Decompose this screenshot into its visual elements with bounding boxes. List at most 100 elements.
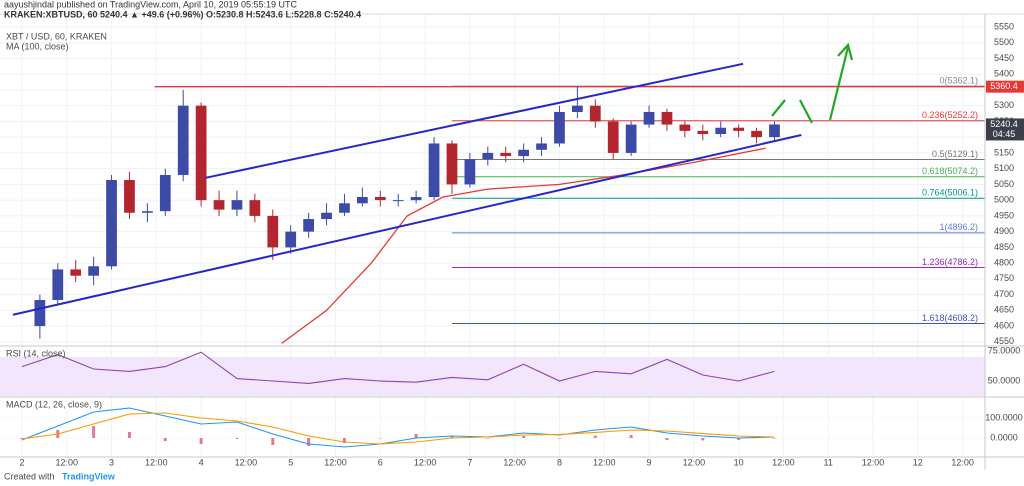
candle-body — [303, 219, 314, 232]
candle-body — [572, 105, 583, 112]
candle-body — [213, 200, 225, 210]
x-tick-label: 7 — [467, 457, 472, 467]
y-tick-label: 0.0000 — [990, 432, 1018, 442]
candle-body — [374, 197, 386, 201]
x-tick-label: 5 — [288, 457, 293, 467]
axis-layer: 4550 4600 4650 4700 4750 4800 4850 4900 4950 5000… — [19, 21, 1024, 467]
x-tick-label: 12:00 — [862, 457, 885, 467]
x-tick-label: 12:00 — [503, 457, 526, 467]
series-line — [21, 351, 775, 384]
price-tag-label: 5360.4 — [990, 81, 1018, 91]
histogram-bar — [593, 435, 597, 438]
y-tick-label: 100.0000 — [985, 412, 1023, 422]
candle-body — [697, 130, 709, 135]
histogram-bar — [92, 426, 96, 438]
last-price-tag — [986, 118, 1024, 141]
candle-body — [88, 266, 99, 276]
candle-body — [751, 130, 762, 138]
arrow-segment — [828, 46, 850, 121]
fib-label: 1.618(4608.2) — [922, 313, 978, 323]
fib-label: 1(4896.2) — [939, 222, 978, 232]
histogram-bar — [163, 438, 167, 441]
arrow-segment — [771, 99, 786, 117]
trend-line — [205, 62, 744, 179]
histogram-bar — [522, 436, 526, 438]
plot-layer: 0(5362.1) 0.236(5252.2) 0.5(5129.1) 0.618(5… — [0, 62, 985, 448]
histogram-bar — [629, 435, 633, 438]
y-tick-label: 4600 — [994, 320, 1014, 330]
candle-body — [589, 105, 601, 122]
y-tick-label: 75.0000 — [988, 345, 1021, 355]
legend-entry: MA (100, close) — [6, 41, 69, 51]
x-tick-label: 8 — [557, 457, 562, 467]
candle-body — [410, 197, 422, 201]
x-tick-label: 3 — [109, 457, 114, 467]
x-tick-label: 12 — [913, 457, 923, 467]
x-tick-label: 6 — [378, 457, 383, 467]
histogram-bar — [701, 438, 705, 441]
candle-body — [267, 215, 279, 248]
x-tick-label: 12:00 — [145, 457, 168, 467]
x-tick-label: 12:00 — [951, 457, 974, 467]
candle-body — [518, 149, 530, 157]
histogram-bar — [665, 438, 669, 440]
y-tick-label: 5150 — [994, 147, 1014, 157]
histogram-bar — [342, 438, 346, 443]
candle-body — [643, 111, 655, 125]
x-tick-label: 10 — [734, 457, 744, 467]
candle-body — [357, 197, 368, 204]
histogram-bar — [557, 438, 561, 439]
candle-body — [195, 105, 207, 201]
chart-title: XBT / USD, 60, KRAKEN — [6, 31, 107, 41]
panel-title: MACD (12, 26, close, 9) — [6, 399, 102, 409]
arrow-segment — [799, 99, 813, 124]
series-line — [281, 147, 766, 344]
fib-label: 1.236(4786.2) — [922, 257, 978, 267]
candle-body — [159, 174, 171, 212]
histogram-bar — [127, 432, 131, 438]
panel-title: RSI (14, close) — [6, 348, 66, 358]
fib-label: 0.5(5129.1) — [932, 149, 978, 159]
histogram-bar — [199, 438, 203, 444]
x-tick-label: 4 — [199, 457, 204, 467]
y-tick-label: 4900 — [994, 226, 1014, 236]
x-tick-label: 11 — [824, 457, 833, 467]
fib-label: 0.764(5006.1) — [922, 188, 978, 198]
histogram-bar — [307, 438, 311, 446]
candle-body — [554, 111, 565, 144]
y-tick-label: 4750 — [994, 273, 1014, 283]
candle-body — [34, 299, 46, 327]
y-tick-label: 4950 — [994, 210, 1014, 220]
rsi-band — [0, 357, 985, 396]
trend-line — [12, 133, 802, 316]
candle-body — [446, 143, 458, 185]
panel — [20, 407, 776, 448]
candle-body — [339, 203, 350, 213]
x-tick-label: 2 — [19, 457, 24, 467]
price-tag — [986, 80, 1024, 93]
histogram-bar — [486, 438, 490, 439]
y-tick-label: 50.0000 — [988, 375, 1021, 385]
candle-body — [536, 143, 547, 150]
candle-body — [500, 152, 512, 157]
candle-body — [661, 111, 673, 125]
symbol-line: KRAKEN:XBTUSD, 60 5240.4 ▲ +49.6 (+0.96%… — [4, 9, 361, 19]
candle-body — [625, 124, 637, 153]
candle-body — [464, 159, 476, 185]
y-tick-label: 4550 — [994, 336, 1014, 346]
candle-body — [715, 127, 727, 135]
footer-created: Created with — [4, 471, 55, 481]
histogram-bar — [450, 436, 454, 438]
histogram-bar — [378, 438, 382, 439]
candle-body — [177, 105, 189, 175]
candle-body — [733, 127, 745, 131]
candle-body — [231, 200, 243, 210]
candle-body — [52, 269, 64, 300]
histogram-bar — [414, 434, 418, 438]
panel: 0(5362.1) 0.236(5252.2) 0.5(5129.1) 0.618(5… — [12, 62, 985, 344]
candle-body — [482, 152, 494, 160]
y-tick-label: 5100 — [994, 163, 1014, 173]
candle-body — [321, 212, 332, 220]
